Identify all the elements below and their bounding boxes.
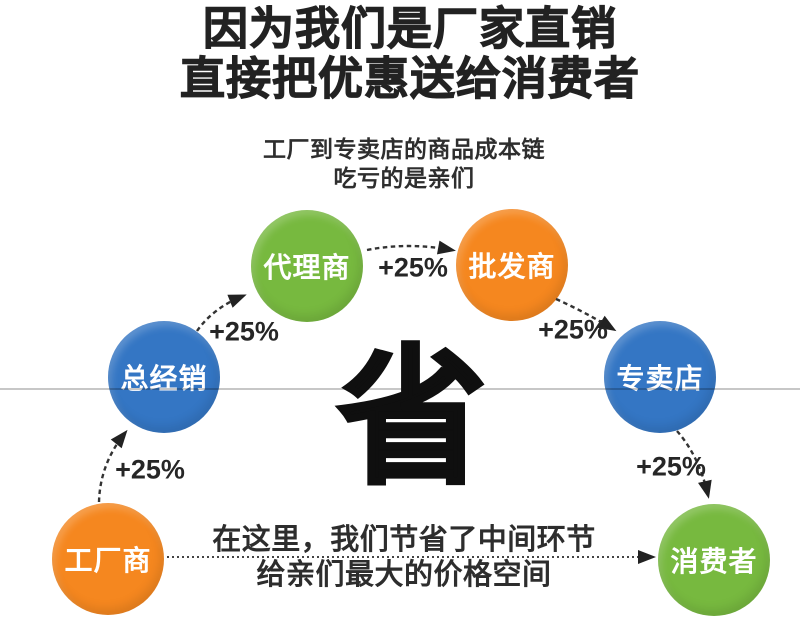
arrow-distributor-to-agent — [196, 294, 247, 332]
node-consumer-label: 消费者 — [670, 546, 758, 577]
node-factory: 工厂商 — [52, 503, 164, 615]
node-specialty-store-label: 专卖店 — [616, 363, 704, 394]
arrow-wholesaler-to-store — [555, 297, 617, 332]
subtitle-line-1: 工厂到专卖店的商品成本链 — [263, 136, 545, 162]
markup-label-2: +25% — [209, 316, 279, 347]
markup-label-3: +25% — [378, 252, 448, 283]
arrow-agent-to-wholesaler — [366, 240, 456, 255]
markup-label-5: +25% — [636, 451, 706, 482]
node-agent-label: 代理商 — [263, 252, 351, 283]
node-consumer: 消费者 — [658, 504, 770, 616]
save-character: 省 — [335, 333, 488, 504]
node-agent: 代理商 — [251, 210, 363, 322]
node-wholesaler-label: 批发商 — [468, 251, 556, 282]
arrow-store-to-consumer — [676, 430, 712, 499]
caption-line-2: 给亲们最大的价格空间 — [256, 559, 552, 591]
markup-label-4: +25% — [538, 314, 608, 345]
page-title: 因为我们是厂家直销 直接把优惠送给消费者 — [0, 3, 800, 104]
markup-label-1: +25% — [115, 454, 185, 485]
node-general-distributor-label: 总经销 — [120, 363, 208, 394]
arrow-factory-to-distributor — [97, 429, 128, 503]
node-wholesaler: 批发商 — [456, 209, 568, 321]
title-line-2: 直接把优惠送给消费者 — [179, 53, 640, 104]
horizontal-divider-line — [0, 388, 800, 390]
caption-line-1: 在这里，我们节省了中间环节 — [212, 524, 596, 556]
subtitle: 工厂到专卖店的商品成本链 吃亏的是亲们 — [0, 135, 800, 193]
node-specialty-store: 专卖店 — [604, 321, 716, 433]
title-line-1: 因为我们是厂家直销 — [202, 3, 617, 54]
bottom-caption: 在这里，我们节省了中间环节 给亲们最大的价格空间 — [0, 523, 800, 593]
node-general-distributor: 总经销 — [108, 321, 220, 433]
node-factory-label: 工厂商 — [64, 545, 152, 576]
subtitle-line-2: 吃亏的是亲们 — [333, 165, 475, 191]
